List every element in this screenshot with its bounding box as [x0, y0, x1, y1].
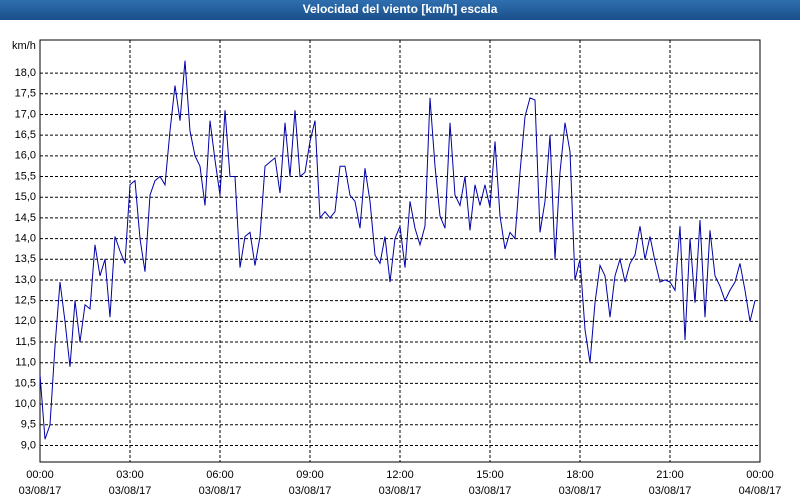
- y-unit: km/h: [12, 40, 36, 52]
- y-tick-label: 9,0: [21, 439, 36, 451]
- y-tick-label: 12,5: [15, 295, 36, 307]
- x-tick-label: 21:00: [656, 469, 684, 481]
- x-tick-label: 06:00: [206, 469, 234, 481]
- x-tick-date: 03/08/17: [469, 485, 512, 497]
- x-tick-label: 00:00: [746, 469, 774, 481]
- title-bar: [0, 0, 800, 20]
- x-tick-label: 15:00: [476, 469, 504, 481]
- y-tick-label: 10,0: [15, 398, 36, 410]
- y-tick-label: 15,0: [15, 191, 36, 203]
- y-tick-label: 11,0: [15, 357, 36, 369]
- y-tick-label: 12,0: [15, 315, 36, 327]
- x-tick-label: 09:00: [296, 469, 324, 481]
- x-tick-label: 12:00: [386, 469, 414, 481]
- x-tick-label: 03:00: [116, 469, 144, 481]
- y-tick-label: 13,0: [15, 274, 36, 286]
- y-tick-label: 11,5: [15, 336, 36, 348]
- data-line: [39, 60, 756, 440]
- y-tick-label: 17,5: [15, 88, 36, 100]
- y-tick-label: 18,0: [15, 67, 36, 79]
- y-tick-label: 9,5: [21, 419, 36, 431]
- x-tick-label: 00:00: [26, 469, 54, 481]
- x-tick-date: 03/08/17: [289, 485, 332, 497]
- x-tick-label: 18:00: [566, 469, 594, 481]
- y-tick-label: 10,5: [15, 377, 36, 389]
- y-tick-label: 14,0: [15, 232, 36, 244]
- x-tick-date: 04/08/17: [739, 485, 782, 497]
- x-tick-date: 03/08/17: [649, 485, 692, 497]
- chart-title: Velocidad del viento [km/h] escala: [303, 2, 498, 16]
- x-tick-date: 03/08/17: [199, 485, 242, 497]
- x-tick-date: 03/08/17: [379, 485, 422, 497]
- y-tick-label: 16,5: [15, 129, 36, 141]
- y-tick-label: 14,5: [15, 212, 36, 224]
- x-tick-date: 03/08/17: [19, 485, 62, 497]
- x-tick-date: 03/08/17: [109, 485, 152, 497]
- y-tick-label: 13,5: [15, 253, 36, 265]
- y-tick-label: 15,5: [15, 170, 36, 182]
- y-tick-label: 17,0: [15, 108, 36, 120]
- y-tick-label: 16,0: [15, 150, 36, 162]
- x-tick-date: 03/08/17: [559, 485, 602, 497]
